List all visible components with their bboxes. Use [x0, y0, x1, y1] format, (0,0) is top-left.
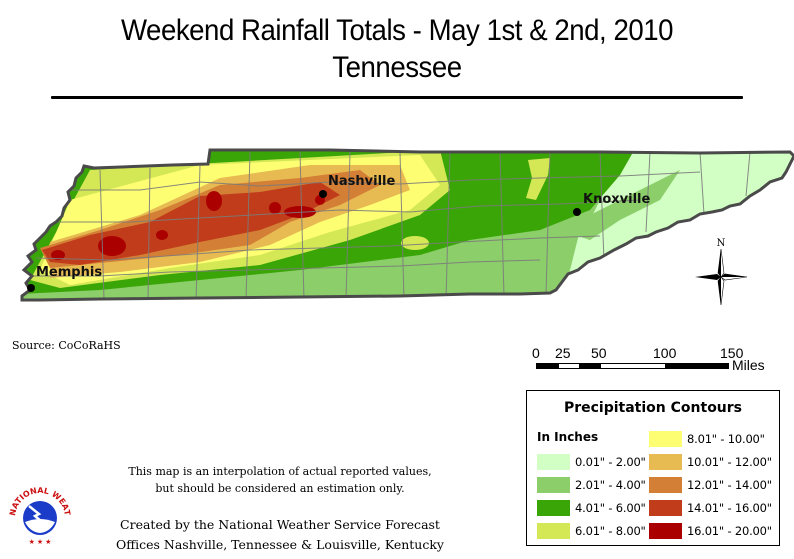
- map-subtitle: Tennessee: [332, 51, 462, 84]
- knoxville-marker: [573, 208, 581, 216]
- legend-swatch: [537, 477, 570, 493]
- legend-subtitle: In Inches: [537, 430, 599, 444]
- nashville-marker: [319, 190, 327, 198]
- scale-bar-graphic: [536, 363, 729, 369]
- scale-tick-50: 50: [591, 345, 607, 361]
- legend-swatch: [537, 500, 570, 516]
- data-source: Source: CoCoRaHS: [12, 339, 121, 352]
- compass-north-label: N: [717, 238, 726, 249]
- scale-tick-100: 100: [653, 345, 677, 361]
- legend-swatch: [649, 500, 682, 516]
- north-arrow-icon: N: [695, 238, 748, 305]
- scale-tick-25: 25: [555, 345, 571, 361]
- legend-swatch: [537, 454, 570, 470]
- map-title: Weekend Rainfall Totals - May 1st & 2nd,…: [120, 14, 674, 47]
- disclaimer-line2: but should be considered an estimation o…: [155, 482, 405, 495]
- legend-title: Precipitation Contours: [563, 400, 743, 416]
- legend-label: 4.01" - 6.00": [575, 501, 646, 515]
- svg-text:★ ★ ★: ★ ★ ★: [29, 538, 52, 546]
- legend-label: 16.01" - 20.00": [687, 524, 772, 538]
- scale-tick-0: 0: [532, 345, 540, 361]
- credit: Created by the National Weather Service …: [100, 515, 460, 555]
- nws-logo-icon: NATIONAL WEATHER SERVICE ★ ★ ★: [5, 480, 72, 546]
- credit-line1: Created by the National Weather Service …: [120, 517, 440, 532]
- legend-swatch: [649, 454, 682, 470]
- legend-label: 12.01" - 14.00": [687, 478, 772, 492]
- legend-label: 14.01" - 16.00": [687, 501, 772, 515]
- disclaimer-line1: This map is an interpolation of actual r…: [128, 465, 432, 478]
- legend-label: 10.01" - 12.00": [687, 455, 772, 469]
- title-divider: [51, 96, 743, 99]
- scale-tick-150: 150: [720, 345, 744, 361]
- tennessee-rainfall-map: [20, 148, 794, 302]
- legend-label: 2.01" - 4.00": [575, 478, 646, 492]
- scale-unit: Miles: [732, 357, 765, 373]
- credit-line2: Offices Nashville, Tennessee & Louisvill…: [116, 537, 444, 552]
- legend-label: 6.01" - 8.00": [575, 524, 646, 538]
- city-label-nashville: Nashville: [328, 174, 396, 189]
- legend-swatch: [649, 477, 682, 493]
- legend-label: 0.01" - 2.00": [575, 455, 646, 469]
- legend-swatch: [649, 523, 682, 539]
- memphis-marker: [27, 284, 35, 292]
- city-label-knoxville: Knoxville: [583, 192, 651, 207]
- legend-swatch: [537, 523, 570, 539]
- legend: Precipitation Contours In Inches 0.01" -…: [526, 390, 780, 546]
- disclaimer: This map is an interpolation of actual r…: [100, 463, 460, 497]
- legend-swatch: [649, 431, 682, 447]
- legend-label: 8.01" - 10.00": [687, 432, 765, 446]
- city-label-memphis: Memphis: [36, 265, 103, 280]
